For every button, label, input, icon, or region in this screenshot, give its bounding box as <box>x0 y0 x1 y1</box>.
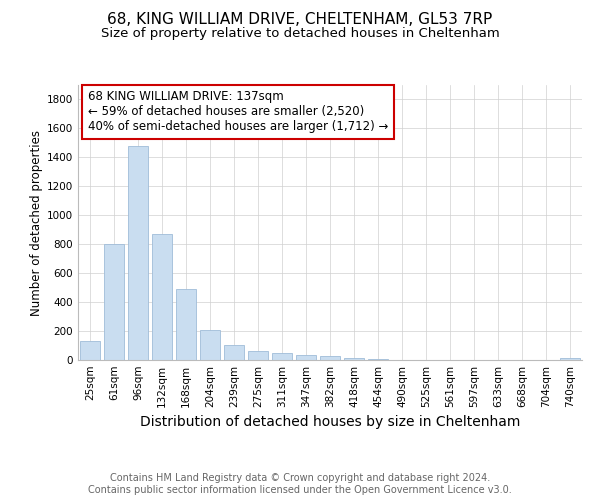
X-axis label: Distribution of detached houses by size in Cheltenham: Distribution of detached houses by size … <box>140 416 520 430</box>
Bar <box>296 355 316 360</box>
Bar <box>152 234 172 360</box>
Text: Size of property relative to detached houses in Cheltenham: Size of property relative to detached ho… <box>101 28 499 40</box>
Bar <box>320 356 340 360</box>
Bar <box>272 353 292 360</box>
Bar <box>224 345 244 360</box>
Bar <box>104 244 124 360</box>
Text: 68 KING WILLIAM DRIVE: 137sqm
← 59% of detached houses are smaller (2,520)
40% o: 68 KING WILLIAM DRIVE: 137sqm ← 59% of d… <box>88 90 388 134</box>
Bar <box>248 350 268 360</box>
Bar <box>128 146 148 360</box>
Y-axis label: Number of detached properties: Number of detached properties <box>30 130 43 316</box>
Bar <box>200 330 220 360</box>
Bar <box>344 358 364 360</box>
Text: 68, KING WILLIAM DRIVE, CHELTENHAM, GL53 7RP: 68, KING WILLIAM DRIVE, CHELTENHAM, GL53… <box>107 12 493 28</box>
Bar <box>176 289 196 360</box>
Bar <box>560 358 580 360</box>
Bar <box>80 341 100 360</box>
Text: Contains HM Land Registry data © Crown copyright and database right 2024.
Contai: Contains HM Land Registry data © Crown c… <box>88 474 512 495</box>
